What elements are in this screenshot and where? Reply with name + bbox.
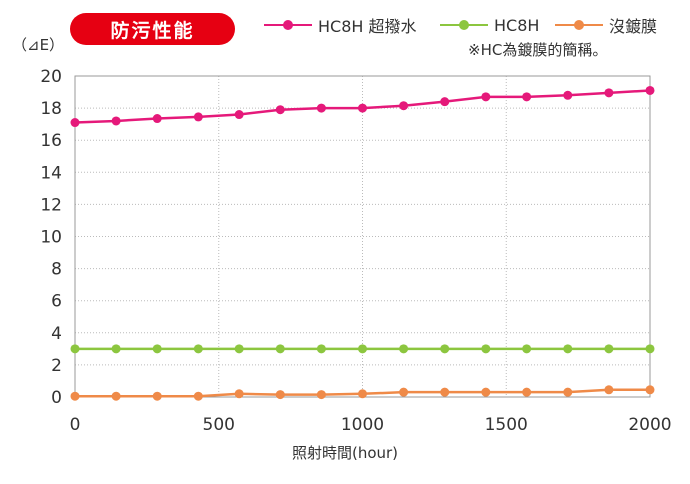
- y-tick-label: 16: [40, 131, 62, 151]
- data-point: [604, 385, 614, 395]
- y-tick-label: 10: [40, 228, 62, 248]
- legend-item-no-coating: 沒鍍膜: [555, 14, 657, 36]
- y-tick-label: 2: [51, 356, 62, 376]
- data-point: [193, 112, 203, 122]
- y-tick-label: 18: [40, 99, 62, 119]
- data-point: [481, 387, 491, 397]
- data-point: [193, 344, 203, 354]
- legend-label: HC8H 超撥水: [318, 17, 417, 36]
- y-tick-label: 20: [40, 67, 62, 87]
- data-point: [316, 390, 326, 400]
- data-point: [645, 385, 655, 395]
- abbreviation-note: ※HC為鍍膜的簡稱。: [468, 41, 608, 59]
- data-point: [399, 101, 409, 111]
- data-point: [440, 97, 450, 107]
- legend-swatch-green: [440, 18, 488, 32]
- legend-label: 沒鍍膜: [609, 17, 658, 36]
- data-point: [70, 344, 80, 354]
- x-tick-label: 500: [203, 415, 235, 435]
- data-point: [481, 344, 491, 354]
- data-point: [440, 387, 450, 397]
- legend-label: HC8H: [494, 15, 540, 35]
- y-tick-label: 4: [51, 324, 62, 344]
- data-point: [604, 344, 614, 354]
- data-point: [399, 387, 409, 397]
- data-point: [152, 114, 162, 124]
- legend-swatch-pink: [264, 18, 312, 32]
- data-point: [358, 344, 367, 354]
- data-point: [111, 116, 121, 126]
- data-point: [111, 344, 121, 354]
- data-point: [234, 389, 244, 399]
- data-point: [275, 105, 285, 115]
- data-point: [604, 88, 614, 98]
- y-tick-label: 8: [51, 260, 62, 280]
- data-point: [645, 85, 655, 95]
- data-point: [440, 344, 450, 354]
- data-point: [152, 391, 162, 401]
- data-point: [399, 344, 409, 354]
- x-tick-label: 1500: [485, 415, 528, 435]
- data-point: [234, 110, 244, 120]
- data-point: [234, 344, 244, 354]
- data-point: [522, 92, 532, 102]
- data-point: [522, 344, 532, 354]
- data-point: [358, 389, 367, 399]
- data-point: [522, 387, 532, 397]
- x-tick-label: 1000: [341, 415, 384, 435]
- data-point: [316, 344, 326, 354]
- x-tick-label: 0: [70, 415, 81, 435]
- y-axis-unit-label: （⊿E）: [12, 36, 65, 54]
- data-point: [275, 390, 285, 400]
- data-point: [193, 391, 203, 401]
- data-point: [563, 344, 573, 354]
- y-tick-label: 12: [40, 195, 62, 215]
- data-point: [111, 391, 121, 401]
- legend-item-hc8h-superhydrophobic: HC8H 超撥水: [264, 14, 417, 36]
- y-tick-label: 0: [51, 388, 62, 408]
- legend-swatch-orange: [555, 18, 603, 32]
- data-point: [358, 103, 367, 113]
- data-point: [152, 344, 162, 354]
- data-point: [645, 344, 655, 354]
- y-tick-label: 6: [51, 292, 62, 312]
- data-point: [563, 387, 573, 397]
- data-point: [481, 92, 491, 102]
- data-point: [316, 103, 326, 113]
- data-point: [563, 90, 573, 100]
- legend-item-hc8h: HC8H: [440, 14, 539, 36]
- chart-title: 防污性能: [110, 19, 195, 42]
- data-point: [275, 344, 285, 354]
- data-point: [70, 391, 80, 401]
- y-tick-label: 14: [40, 163, 62, 183]
- chart-title-badge: 防污性能: [70, 13, 235, 45]
- data-point: [70, 118, 80, 128]
- x-axis-title: 照射時間(hour): [291, 444, 399, 462]
- x-tick-label: 2000: [628, 415, 671, 435]
